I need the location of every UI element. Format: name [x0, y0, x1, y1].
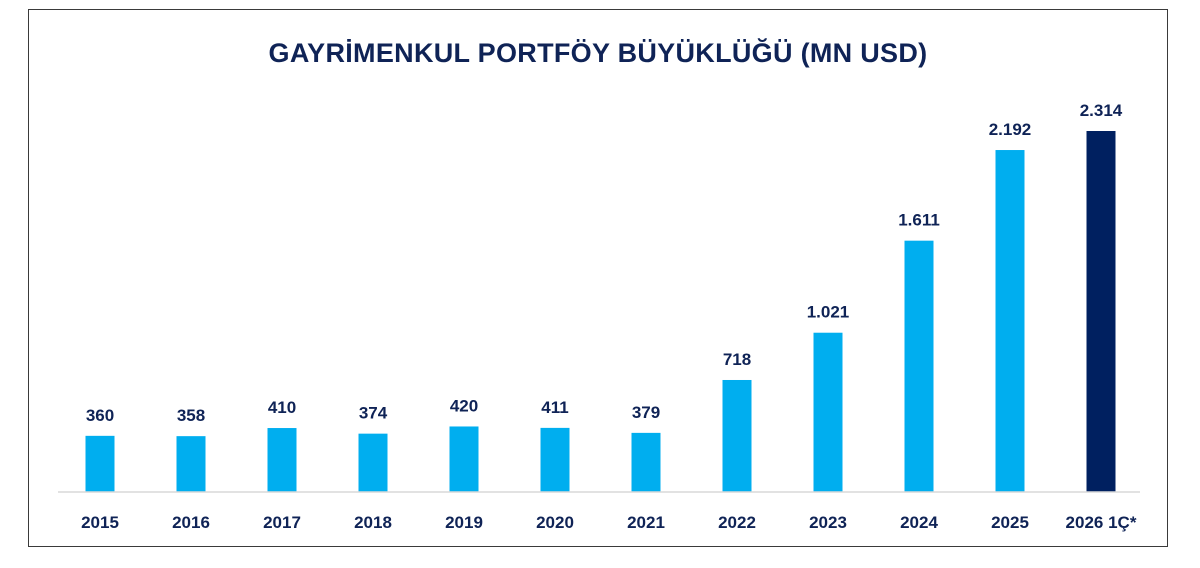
value-label: 410 — [268, 398, 296, 417]
bar-2026-1ç* — [1086, 131, 1116, 492]
bar-2020 — [540, 427, 570, 492]
category-label: 2015 — [81, 513, 119, 532]
category-labels-group: 2015 2016 2017 2018 2019 2020 2021 2022 2023 2024… — [81, 513, 1137, 532]
bar-2015 — [85, 435, 115, 492]
value-label: 379 — [632, 403, 660, 422]
category-label: 2017 — [263, 513, 301, 532]
value-label: 358 — [177, 406, 205, 425]
category-label: 2023 — [809, 513, 847, 532]
bar-2016 — [176, 436, 206, 492]
value-label: 420 — [450, 396, 478, 415]
bar-2025 — [995, 150, 1025, 492]
category-label: 2018 — [354, 513, 392, 532]
category-label: 2019 — [445, 513, 483, 532]
category-label: 2026 1Ç* — [1066, 513, 1137, 532]
value-label: 2.192 — [989, 120, 1032, 139]
category-label: 2022 — [718, 513, 756, 532]
bar-2022 — [722, 379, 752, 492]
category-label: 2016 — [172, 513, 210, 532]
value-label: 411 — [541, 398, 568, 417]
bar-2024 — [904, 240, 934, 492]
chart-title: GAYRİMENKUL PORTFÖY BÜYÜKLÜĞÜ (MN USD) — [268, 38, 928, 68]
bars-group — [85, 131, 1116, 492]
value-label: 374 — [359, 404, 388, 423]
value-label: 2.314 — [1080, 101, 1123, 120]
chart-frame: GAYRİMENKUL PORTFÖY BÜYÜKLÜĞÜ (MN USD) — [28, 9, 1168, 547]
value-labels-group: 360 358 410 374 420 411 379 718 1.021 1.611 2.192 2… — [86, 101, 1123, 425]
bar-2018 — [358, 433, 388, 492]
value-label: 1.611 — [898, 211, 940, 230]
bar-2023 — [813, 332, 843, 492]
bar-2021 — [631, 432, 661, 492]
value-label: 718 — [723, 350, 751, 369]
bar-2017 — [267, 428, 297, 492]
category-label: 2025 — [991, 513, 1029, 532]
category-label: 2020 — [536, 513, 574, 532]
category-label: 2021 — [627, 513, 665, 532]
category-label: 2024 — [900, 513, 938, 532]
bar-2019 — [449, 426, 479, 492]
value-label: 1.021 — [807, 303, 850, 322]
value-label: 360 — [86, 406, 114, 425]
